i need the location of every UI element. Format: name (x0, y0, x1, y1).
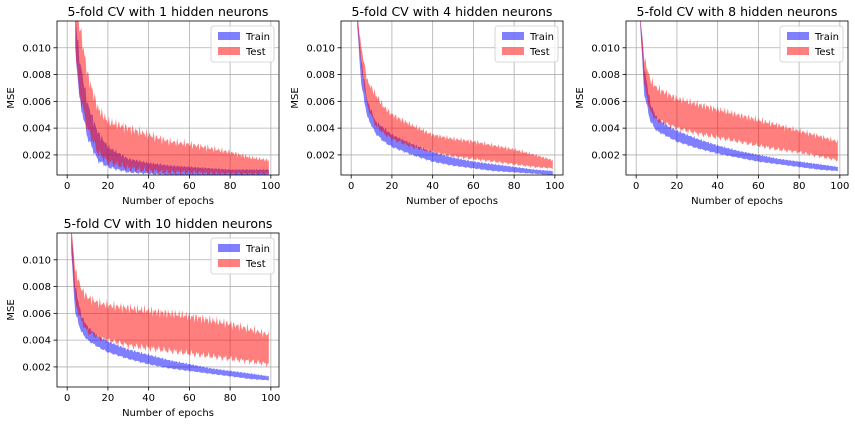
axes-frame (56, 232, 280, 388)
y-tick-label: 0.008 (22, 70, 51, 81)
y-tick-label: 0.004 (22, 124, 51, 135)
bands (357, 21, 553, 175)
legend-swatch-test (787, 47, 809, 55)
legend-label-test: Test (245, 47, 266, 58)
y-tick-label: 0.006 (22, 97, 51, 108)
x-tick-label: 0 (633, 181, 639, 192)
x-tick-label: 20 (671, 181, 684, 192)
axes-frame (340, 20, 564, 176)
y-tick-label: 0.010 (22, 43, 51, 54)
y-tick-label: 0.004 (306, 124, 335, 135)
band-test (357, 21, 553, 170)
y-tick-label: 0.002 (22, 362, 51, 373)
chart-title: 5-fold CV with 10 hidden neurons (64, 216, 273, 231)
y-tick-label: 0.004 (22, 336, 51, 347)
bands (71, 233, 269, 381)
axes-frame (56, 20, 280, 176)
legend-swatch-train (218, 244, 240, 252)
legend-swatch-train (787, 32, 809, 40)
x-tick-label: 100 (830, 181, 849, 192)
legend-label-train: Train (814, 32, 839, 43)
y-tick-label: 0.002 (591, 150, 620, 161)
y-tick-label: 0.006 (591, 97, 620, 108)
y-tick-label: 0.002 (22, 150, 51, 161)
legend-label-test: Test (814, 47, 835, 58)
x-tick-label: 40 (426, 181, 439, 192)
y-tick-label: 0.004 (591, 124, 620, 135)
chart-panel-2: 0 20 40 60 80 100 0.002 0.004 0.006 0.008 0.010 5-f… (290, 4, 564, 207)
x-tick-label: 100 (545, 181, 564, 192)
y-axis-label: MSE (6, 299, 17, 320)
y-tick-label: 0.010 (591, 43, 620, 54)
x-axis-label: Number of epochs (122, 196, 214, 207)
x-tick-label: 60 (183, 393, 196, 404)
y-tick-label: 0.010 (306, 43, 335, 54)
legend-label-test: Test (245, 259, 266, 270)
x-axis-label: Number of epochs (122, 408, 214, 419)
chart-panel-1: 0 20 40 60 80 100 0.002 0.004 0.006 0.008 0.010 5-f… (6, 4, 280, 207)
legend-label-train: Train (529, 32, 554, 43)
legend: Train Test (210, 237, 275, 275)
chart-panel-3: 0 20 40 60 80 100 0.002 0.004 0.006 0.008 0.010 5-f… (575, 4, 849, 207)
x-tick-label: 40 (711, 181, 724, 192)
legend-label-test: Test (529, 47, 550, 58)
chart-panel-4: 0 20 40 60 80 100 0.002 0.004 0.006 0.008 0.010 5-f… (6, 216, 280, 419)
y-tick-label: 0.008 (22, 282, 51, 293)
x-tick-label: 40 (142, 393, 155, 404)
x-tick-label: 80 (793, 181, 806, 192)
legend-swatch-train (218, 32, 240, 40)
legend-label-train: Train (245, 244, 270, 255)
legend-swatch-test (218, 47, 240, 55)
x-tick-label: 80 (224, 181, 237, 192)
x-tick-label: 0 (64, 181, 70, 192)
x-tick-label: 80 (508, 181, 521, 192)
y-axis-label: MSE (575, 87, 586, 108)
chart-title: 5-fold CV with 4 hidden neurons (352, 4, 553, 19)
x-tick-label: 20 (102, 181, 115, 192)
legend: Train Test (210, 25, 275, 63)
x-axis-label: Number of epochs (691, 196, 783, 207)
band-test (75, 21, 269, 175)
x-tick-label: 40 (142, 181, 155, 192)
y-tick-label: 0.006 (306, 97, 335, 108)
legend-swatch-test (502, 47, 524, 55)
y-tick-label: 0.008 (306, 70, 335, 81)
y-axis-label: MSE (290, 87, 301, 108)
legend: Train Test (494, 25, 559, 63)
chart-title: 5-fold CV with 1 hidden neurons (68, 4, 269, 19)
y-tick-label: 0.002 (306, 150, 335, 161)
x-tick-label: 100 (261, 181, 280, 192)
x-tick-label: 20 (386, 181, 399, 192)
x-tick-label: 60 (467, 181, 480, 192)
x-tick-label: 0 (348, 181, 354, 192)
band-test (640, 21, 838, 163)
legend-swatch-test (218, 259, 240, 267)
x-tick-label: 100 (261, 393, 280, 404)
x-tick-label: 20 (102, 393, 115, 404)
y-axis-label: MSE (6, 87, 17, 108)
legend-label-train: Train (245, 32, 270, 43)
legend: Train Test (779, 25, 844, 63)
y-tick-label: 0.006 (22, 309, 51, 320)
chart-title: 5-fold CV with 8 hidden neurons (637, 4, 838, 19)
legend-swatch-train (502, 32, 524, 40)
x-tick-label: 60 (752, 181, 765, 192)
band-test (71, 233, 269, 368)
y-tick-label: 0.010 (22, 255, 51, 266)
axes-frame (625, 20, 849, 176)
x-tick-label: 0 (64, 393, 70, 404)
x-axis-label: Number of epochs (406, 196, 498, 207)
bands (75, 21, 269, 175)
bands (640, 21, 838, 172)
y-tick-label: 0.008 (591, 70, 620, 81)
x-tick-label: 60 (183, 181, 196, 192)
x-tick-label: 80 (224, 393, 237, 404)
